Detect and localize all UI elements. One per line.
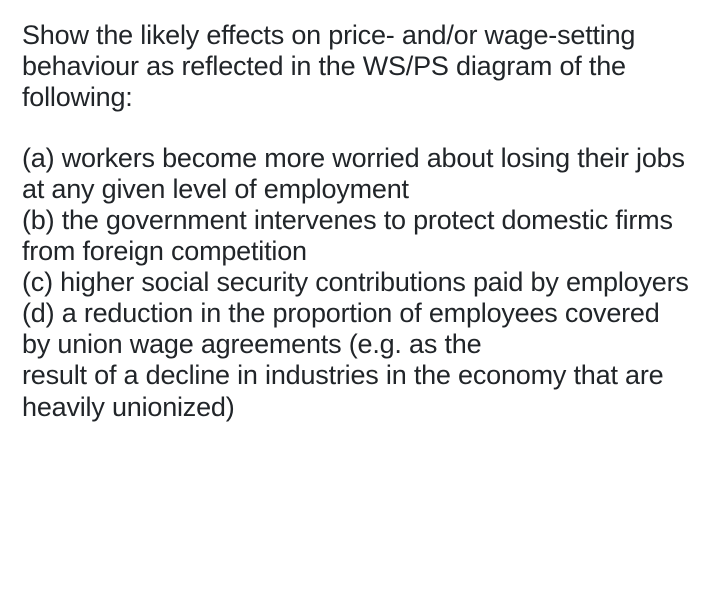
question-intro: Show the likely effects on price- and/or… <box>22 20 690 113</box>
question-page: Show the likely effects on price- and/or… <box>0 0 720 443</box>
question-items: (a) workers become more worried about lo… <box>22 143 690 422</box>
